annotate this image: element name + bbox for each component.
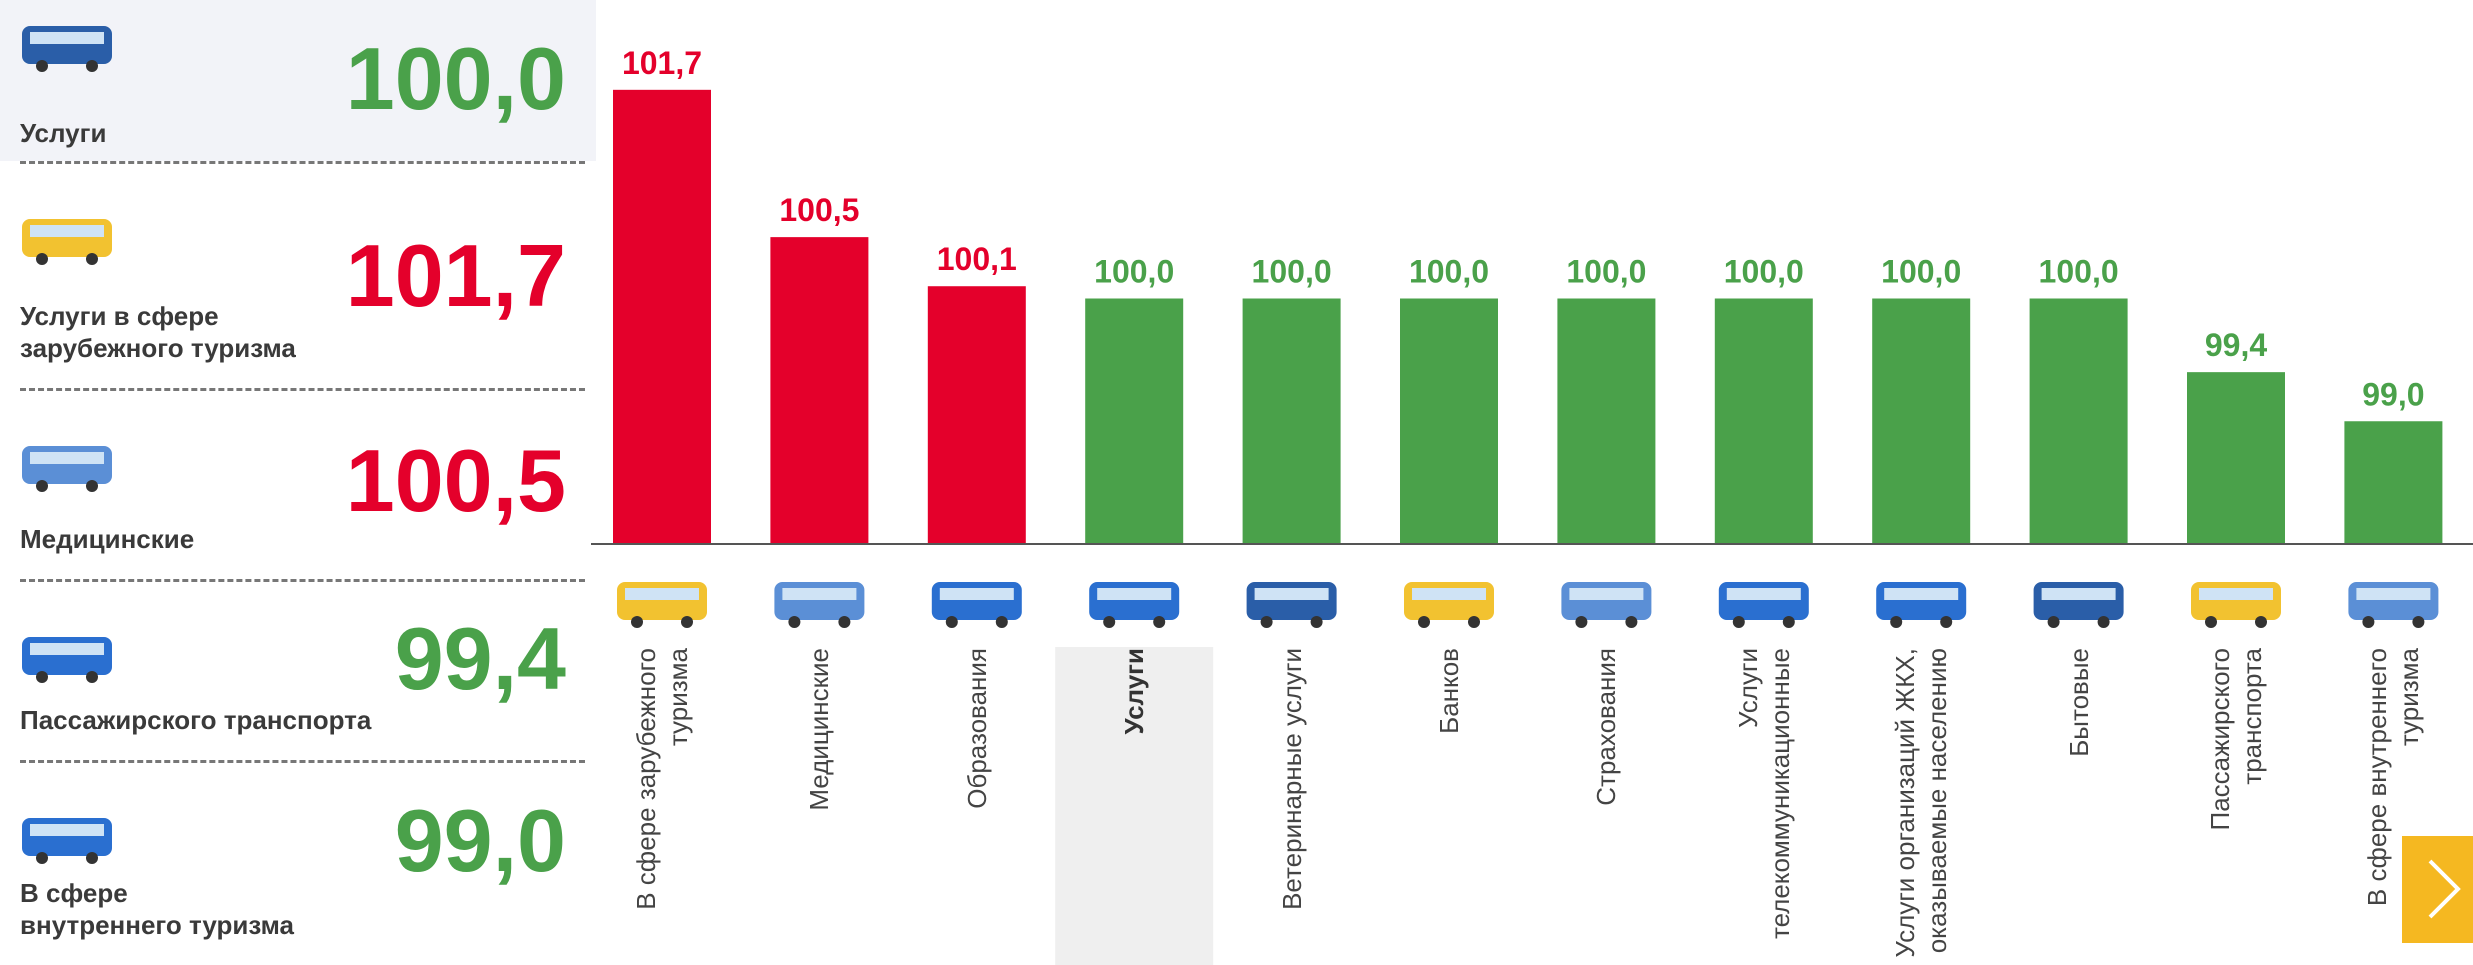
category-label: Пассажирского транспорта: [2181, 648, 2291, 958]
icon-wheel: [2048, 616, 2060, 628]
next-button[interactable]: [2402, 836, 2473, 943]
category-label: Банков: [1394, 648, 1504, 958]
category-label: Образования: [922, 648, 1032, 958]
bar: [1243, 299, 1341, 545]
next-arrow[interactable]: [2402, 836, 2473, 943]
icon-window: [2042, 588, 2116, 600]
category-label: Страхования: [1551, 648, 1661, 958]
icon: [617, 582, 707, 628]
icon: [1247, 582, 1337, 628]
icon-window: [2356, 588, 2430, 600]
category-label: Ветеринарные услуги: [1237, 648, 1347, 958]
icon-window: [1412, 588, 1486, 600]
icon-window: [1255, 588, 1329, 600]
icon-wheel: [1625, 616, 1637, 628]
icon: [774, 582, 864, 628]
category-label: Услуги: [1079, 648, 1189, 958]
icon-window: [1569, 588, 1643, 600]
category-label: Услуги организаций ЖКХ, оказываемые насе…: [1866, 648, 1976, 958]
value-label: 100,5: [779, 192, 859, 228]
bar: [2344, 421, 2442, 544]
icon-body: [1561, 582, 1651, 620]
value-label: 100,0: [1409, 254, 1489, 290]
category-label: В сфере зарубежного туризма: [607, 648, 717, 958]
bar: [2187, 372, 2285, 544]
icon-body: [1876, 582, 1966, 620]
icon-body: [774, 582, 864, 620]
icon: [1561, 582, 1651, 628]
icon: [1876, 582, 1966, 628]
icon-wheel: [1153, 616, 1165, 628]
icon-wheel: [1418, 616, 1430, 628]
icon-body: [1089, 582, 1179, 620]
value-label: 100,0: [1881, 254, 1961, 290]
icon-window: [2199, 588, 2273, 600]
icon-wheel: [631, 616, 643, 628]
icon: [932, 582, 1022, 628]
icon-wheel: [1940, 616, 1952, 628]
icon-wheel: [946, 616, 958, 628]
icon-wheel: [2412, 616, 2424, 628]
value-label: 100,1: [937, 241, 1017, 277]
value-label: 99,0: [2362, 376, 2424, 412]
icon-body: [1719, 582, 1809, 620]
bar: [770, 237, 868, 544]
icon-wheel: [681, 616, 693, 628]
icon-window: [1097, 588, 1171, 600]
value-label: 100,0: [1566, 254, 1646, 290]
icon-wheel: [788, 616, 800, 628]
icon-wheel: [1890, 616, 1902, 628]
icon-window: [1727, 588, 1801, 600]
bar: [1715, 299, 1813, 545]
icon-body: [2348, 582, 2438, 620]
bar: [1400, 299, 1498, 545]
bar: [613, 90, 711, 544]
bar: [2030, 299, 2128, 545]
icon-window: [782, 588, 856, 600]
value-label: 100,0: [2039, 254, 2119, 290]
icon-wheel: [1783, 616, 1795, 628]
icon-wheel: [2362, 616, 2374, 628]
category-label: Медицинские: [764, 648, 874, 958]
category-label: Бытовые: [2024, 648, 2134, 958]
icon: [1089, 582, 1179, 628]
icon-wheel: [1575, 616, 1587, 628]
page: {"summary": [ {"label_lines": ["Услуги"]…: [0, 0, 2473, 965]
category-label: Услуги телекоммуникационные: [1709, 648, 1819, 958]
icon-wheel: [996, 616, 1008, 628]
value-label: 100,0: [1252, 254, 1332, 290]
icon-wheel: [2098, 616, 2110, 628]
icon: [2191, 582, 2281, 628]
icon: [2034, 582, 2124, 628]
bar: [928, 286, 1026, 544]
icon: [2348, 582, 2438, 628]
icon: [1719, 582, 1809, 628]
icon-body: [617, 582, 707, 620]
bar: [1085, 299, 1183, 545]
icon-wheel: [1311, 616, 1323, 628]
icon-wheel: [2205, 616, 2217, 628]
icon-wheel: [838, 616, 850, 628]
icon-body: [1404, 582, 1494, 620]
icon-wheel: [2255, 616, 2267, 628]
icon-body: [932, 582, 1022, 620]
icon-window: [1884, 588, 1958, 600]
icon: [1404, 582, 1494, 628]
icon-body: [2191, 582, 2281, 620]
icon-wheel: [1261, 616, 1273, 628]
value-label: 99,4: [2205, 327, 2267, 363]
icon-wheel: [1733, 616, 1745, 628]
icon-window: [625, 588, 699, 600]
value-label: 101,7: [622, 45, 702, 81]
bar: [1557, 299, 1655, 545]
bar: [1872, 299, 1970, 545]
icon-body: [1247, 582, 1337, 620]
value-label: 100,0: [1094, 254, 1174, 290]
value-label: 100,0: [1724, 254, 1804, 290]
icon-body: [2034, 582, 2124, 620]
icon-wheel: [1468, 616, 1480, 628]
icon-wheel: [1103, 616, 1115, 628]
icon-window: [940, 588, 1014, 600]
